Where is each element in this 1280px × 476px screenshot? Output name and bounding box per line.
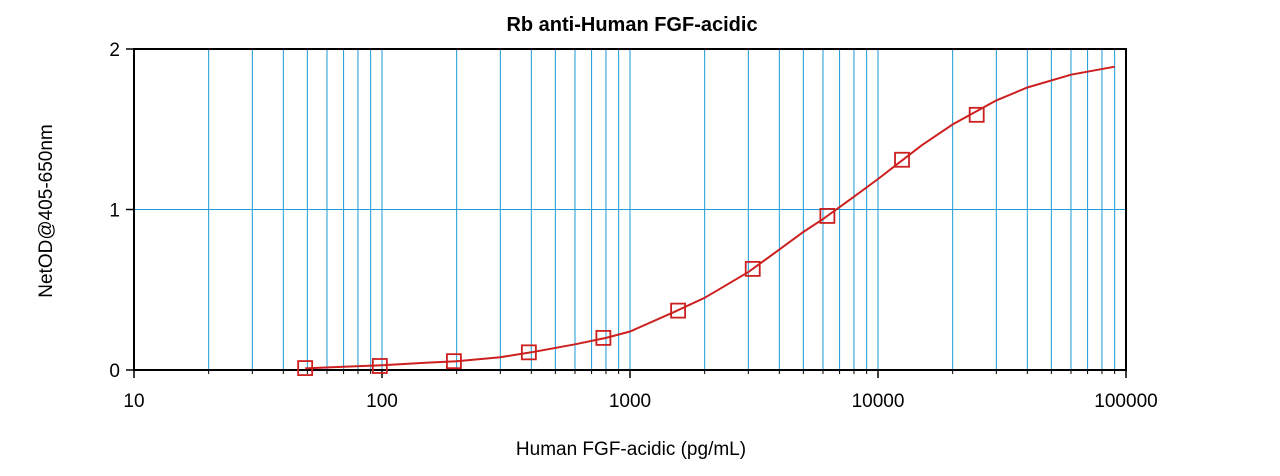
y-tick-label: 2 [109,40,120,61]
y-tick-labels: 0 1 2 [109,40,120,382]
x-tick-label: 10 [123,391,144,412]
fit-curve [305,65,1115,370]
x-tick-label: 1000 [609,391,651,412]
data-point [819,208,836,224]
data-point [446,353,462,370]
data-point [968,106,985,123]
x-tick-label: 100 [366,391,398,412]
data-point [520,344,537,361]
x-tick-label: 100000 [1094,391,1157,412]
data-points [297,106,985,376]
x-tick-labels: 10 100 1000 10000 100000 [123,391,1157,412]
data-point [744,260,761,277]
x-tick-label: 10000 [852,391,905,412]
data-point [595,329,612,346]
y-tick-label: 0 [109,361,120,382]
y-axis-label: NetOD@405-650nm [36,124,57,297]
data-point [670,302,687,319]
x-axis-label: Human FGF-acidic (pg/mL) [516,439,746,460]
axis-ticks [126,48,1127,378]
data-point [371,358,388,374]
chart-title: Rb anti-Human FGF-acidic [506,14,757,36]
grid [134,49,1127,370]
y-tick-label: 1 [109,201,120,222]
data-point [297,360,314,376]
data-point [894,151,910,168]
